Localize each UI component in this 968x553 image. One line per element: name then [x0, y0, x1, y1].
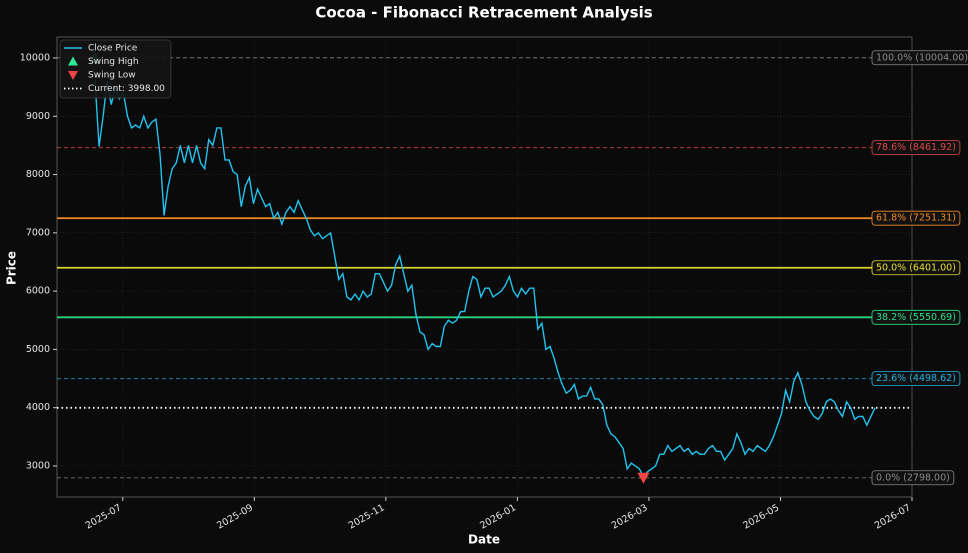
fib-level-label-box: [871, 210, 961, 226]
y-tick-label: 9000: [26, 111, 50, 122]
fib-level-label-box: [871, 309, 961, 325]
fib-level-label: 38.2% (5550.69): [876, 312, 956, 323]
y-tick-label: 7000: [26, 227, 50, 238]
legend-swatch: [68, 71, 78, 80]
y-tick-label: 4000: [26, 402, 50, 413]
legend-box: [59, 39, 172, 99]
close-price-line: [94, 80, 876, 478]
fib-level-label-box: [871, 371, 961, 387]
chart-title: Cocoa - Fibonacci Retracement Analysis: [315, 4, 652, 22]
fib-level-label-box: [871, 470, 955, 486]
legend-swatch: [68, 56, 78, 66]
fib-level-label: 0.0% (2798.00): [876, 472, 950, 483]
y-tick-label: 8000: [26, 169, 50, 180]
fib-level-label-box: [871, 50, 968, 66]
y-tick-label: 6000: [26, 286, 50, 297]
legend-label: Current: 3998.00: [88, 84, 165, 94]
y-tick-label: 3000: [26, 460, 50, 471]
y-tick-label: 10000: [20, 52, 50, 63]
y-axis-label: Price: [5, 251, 19, 285]
fib-level-label: 78.6% (8461.92): [876, 142, 956, 153]
fib-level-label: 23.6% (4498.62): [876, 373, 956, 384]
fib-level-label: 100.0% (10004.00): [876, 52, 968, 63]
fib-level-label: 61.8% (7251.31): [876, 213, 956, 224]
x-axis-label: Date: [468, 533, 500, 547]
fib-level-label-box: [871, 260, 961, 276]
fib-level-label-box: [871, 140, 961, 156]
legend-label: Swing Low: [88, 71, 136, 81]
swing-low-marker: [637, 472, 650, 484]
fib-level-label: 50.0% (6401.00): [876, 262, 956, 273]
legend-label: Close Price: [88, 44, 138, 54]
y-tick-label: 5000: [26, 344, 50, 355]
legend-label: Swing High: [88, 57, 139, 67]
